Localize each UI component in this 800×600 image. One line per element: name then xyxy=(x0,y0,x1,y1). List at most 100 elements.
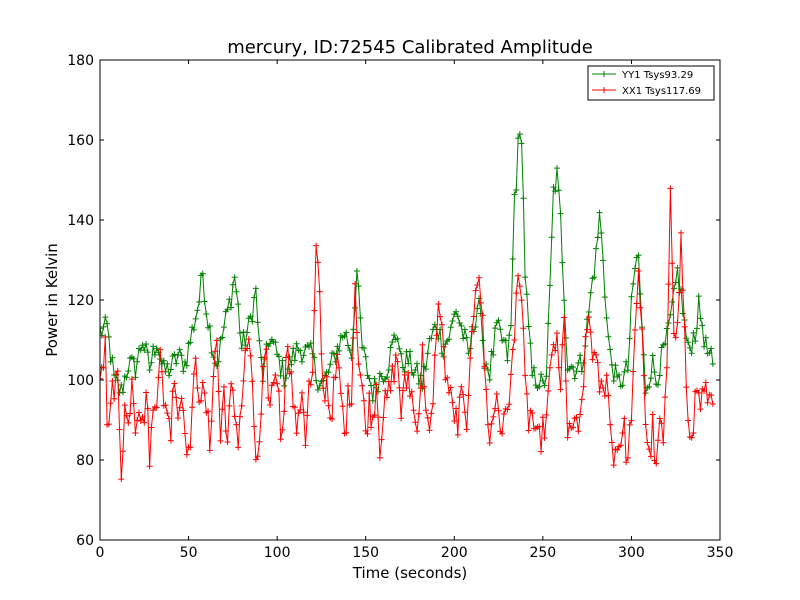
data-point xyxy=(495,317,502,324)
data-point xyxy=(463,426,470,433)
data-point xyxy=(166,372,173,379)
y-tick-label: 140 xyxy=(67,213,94,229)
data-point xyxy=(277,372,284,379)
data-point xyxy=(212,348,219,355)
data-point xyxy=(249,378,256,385)
data-point xyxy=(224,306,231,313)
data-point xyxy=(272,339,279,346)
data-point xyxy=(605,333,612,340)
data-point xyxy=(120,389,127,396)
data-point xyxy=(160,357,167,364)
data-point xyxy=(141,347,148,354)
data-point xyxy=(348,400,355,407)
data-point xyxy=(428,335,435,342)
data-point xyxy=(697,315,704,322)
data-point xyxy=(291,357,298,364)
data-point xyxy=(564,434,571,441)
data-point xyxy=(525,427,532,434)
data-point xyxy=(350,334,357,341)
data-point xyxy=(290,345,297,352)
data-point xyxy=(561,314,568,321)
data-point xyxy=(187,444,194,451)
data-point xyxy=(660,439,667,446)
data-point xyxy=(405,360,412,367)
data-point xyxy=(258,411,265,418)
data-point xyxy=(387,387,394,394)
data-point xyxy=(169,388,176,395)
data-point xyxy=(256,337,263,344)
data-point xyxy=(683,335,690,342)
data-point xyxy=(670,285,677,292)
data-point xyxy=(235,444,242,451)
data-point xyxy=(543,373,550,380)
data-point xyxy=(520,325,527,332)
data-point xyxy=(219,334,226,341)
data-point xyxy=(582,333,589,340)
data-point xyxy=(167,366,174,373)
data-point xyxy=(646,446,653,453)
data-point xyxy=(541,382,548,389)
data-point xyxy=(247,313,254,320)
data-point xyxy=(433,332,440,339)
x-tick-label: 350 xyxy=(707,545,734,561)
data-point xyxy=(610,377,617,384)
data-point xyxy=(663,364,670,371)
data-point xyxy=(504,406,511,413)
data-point xyxy=(587,289,594,296)
data-point xyxy=(148,359,155,366)
data-point xyxy=(518,297,525,304)
data-point xyxy=(522,274,529,281)
data-point xyxy=(213,362,220,369)
data-point xyxy=(107,400,114,407)
legend-marker xyxy=(601,71,607,77)
data-point xyxy=(352,280,359,287)
data-point xyxy=(221,383,227,390)
data-point xyxy=(360,345,367,352)
data-point xyxy=(414,428,421,435)
data-point xyxy=(298,389,305,396)
data-point xyxy=(472,323,479,330)
data-point xyxy=(373,381,380,388)
data-point xyxy=(300,409,307,416)
data-point xyxy=(493,390,500,397)
data-point xyxy=(236,329,243,336)
data-point xyxy=(251,423,258,430)
data-point xyxy=(394,358,401,365)
data-point xyxy=(371,375,378,382)
data-point xyxy=(116,389,123,396)
data-point xyxy=(454,431,461,438)
data-point xyxy=(375,414,382,421)
data-point xyxy=(539,377,546,384)
data-point xyxy=(323,373,330,380)
data-point xyxy=(244,329,251,336)
data-point xyxy=(552,188,559,195)
data-point xyxy=(516,283,523,290)
data-point xyxy=(339,403,346,410)
data-point xyxy=(201,389,208,396)
data-point xyxy=(114,368,121,375)
data-point xyxy=(224,438,231,445)
data-point xyxy=(610,462,617,469)
data-point xyxy=(486,376,493,383)
data-point xyxy=(541,435,548,442)
data-point xyxy=(596,388,603,395)
data-point xyxy=(587,329,594,336)
data-point xyxy=(228,304,235,311)
data-point xyxy=(144,349,151,356)
data-point xyxy=(414,360,421,367)
data-point xyxy=(577,352,584,359)
data-point xyxy=(123,412,130,419)
data-point xyxy=(593,351,599,358)
data-point xyxy=(210,373,217,380)
data-point xyxy=(484,421,491,428)
data-point xyxy=(327,361,334,368)
data-point xyxy=(401,371,408,378)
data-point xyxy=(546,364,553,371)
data-point xyxy=(132,430,139,437)
data-point xyxy=(672,334,679,341)
data-point xyxy=(380,414,387,421)
data-point xyxy=(334,343,341,350)
data-point xyxy=(368,382,375,389)
x-tick-label: 100 xyxy=(264,545,291,561)
data-point xyxy=(127,410,134,417)
